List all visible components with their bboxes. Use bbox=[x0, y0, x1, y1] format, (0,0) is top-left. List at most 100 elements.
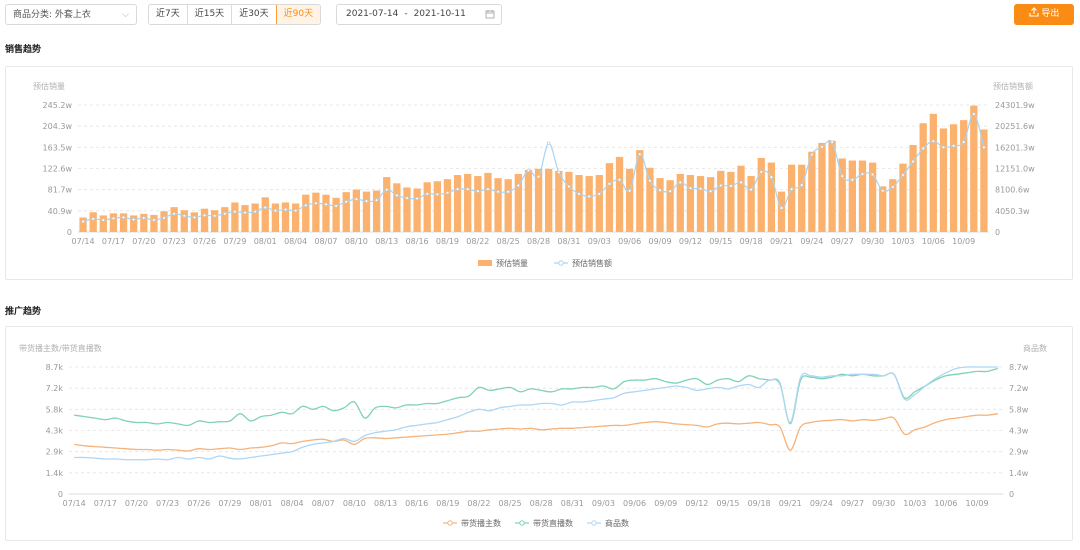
series-point bbox=[385, 188, 389, 192]
category-select[interactable]: 商品分类: 外套上衣 ⌵ bbox=[5, 4, 137, 25]
legend-marker bbox=[447, 520, 453, 526]
series-point bbox=[162, 216, 166, 220]
bar bbox=[686, 175, 695, 232]
series-point bbox=[132, 217, 136, 222]
series-point bbox=[820, 145, 824, 149]
bar bbox=[868, 162, 877, 232]
bar bbox=[322, 194, 330, 232]
bar bbox=[200, 208, 209, 232]
x-tick-label: 09/09 bbox=[648, 237, 671, 246]
bar bbox=[575, 175, 583, 232]
legend-label: 商品数 bbox=[605, 518, 629, 528]
series-line bbox=[74, 413, 998, 452]
x-tick-label: 09/27 bbox=[841, 499, 864, 508]
bar bbox=[656, 178, 664, 232]
bar bbox=[615, 156, 624, 232]
period-7d-button[interactable]: 近7天 bbox=[149, 5, 188, 24]
legend-label: 预估销量 bbox=[496, 258, 528, 268]
x-tick-label: 07/29 bbox=[223, 237, 246, 246]
date-range-picker[interactable]: 2021-07-14-2021-10-11 bbox=[336, 4, 502, 25]
series-point bbox=[344, 200, 348, 204]
series-point bbox=[951, 144, 956, 148]
x-tick-label: 08/13 bbox=[374, 499, 397, 508]
series-point bbox=[263, 205, 267, 210]
series-point bbox=[202, 213, 207, 217]
series-point bbox=[486, 187, 490, 191]
bar bbox=[302, 194, 310, 232]
series-point bbox=[638, 152, 642, 156]
x-tick-label: 09/30 bbox=[872, 499, 895, 508]
series-point bbox=[577, 192, 581, 196]
promo-chart-card: 带货播主数/带货直播数 商品数 0 0 1.4k 1.4w 2.9k 2.9w 4.3k 4.3w… bbox=[5, 326, 1073, 541]
x-tick-label: 07/20 bbox=[132, 237, 155, 246]
bar bbox=[524, 169, 533, 232]
bar bbox=[757, 157, 765, 232]
series-point bbox=[455, 187, 460, 191]
x-tick-label: 08/31 bbox=[557, 237, 580, 246]
bar bbox=[889, 179, 897, 232]
bar bbox=[79, 217, 87, 232]
y-right-tick-label: 16201.3w bbox=[995, 143, 1035, 152]
series-point bbox=[891, 185, 895, 189]
period-15d-button[interactable]: 近15天 bbox=[187, 5, 233, 24]
series-point bbox=[213, 214, 217, 218]
series-point bbox=[860, 172, 865, 176]
legend-label: 带货播主数 bbox=[461, 518, 501, 528]
y-right-tick-label: 0 bbox=[1009, 490, 1014, 499]
period-segmented-control: 近7天 近15天 近30天 近90天 bbox=[148, 4, 322, 25]
series-point bbox=[790, 187, 794, 191]
bar bbox=[838, 158, 846, 232]
series-point bbox=[810, 153, 814, 157]
x-tick-label: 09/12 bbox=[685, 499, 708, 508]
series-point bbox=[354, 197, 358, 201]
series-point bbox=[314, 201, 318, 205]
series-point bbox=[587, 194, 591, 199]
x-tick-label: 08/25 bbox=[499, 499, 522, 508]
x-tick-label: 10/03 bbox=[891, 237, 914, 246]
x-tick-label: 09/30 bbox=[861, 237, 884, 246]
x-tick-label: 09/24 bbox=[810, 499, 833, 508]
series-point bbox=[364, 199, 369, 203]
legend-marker bbox=[591, 520, 597, 526]
x-tick-label: 07/29 bbox=[218, 499, 241, 508]
y-right-tick-label: 7.2w bbox=[1009, 384, 1029, 393]
series-point bbox=[121, 215, 126, 219]
y-right-tick-label: 12151.0w bbox=[995, 165, 1035, 174]
x-tick-label: 07/23 bbox=[163, 237, 186, 246]
bar bbox=[433, 181, 441, 232]
bar bbox=[180, 210, 188, 232]
series-point bbox=[709, 189, 713, 193]
bar bbox=[676, 173, 684, 232]
period-90d-button[interactable]: 近90天 bbox=[275, 5, 321, 24]
bar bbox=[666, 180, 674, 232]
series-point bbox=[972, 112, 976, 116]
x-tick-label: 07/14 bbox=[72, 237, 95, 246]
x-tick-label: 08/13 bbox=[375, 237, 398, 246]
y-left-tick-label: 4.3k bbox=[46, 427, 64, 436]
x-tick-label: 10/06 bbox=[934, 499, 957, 508]
bar bbox=[899, 163, 907, 232]
bar bbox=[909, 144, 917, 232]
upload-icon bbox=[1028, 7, 1042, 19]
period-30d-button[interactable]: 近30天 bbox=[232, 5, 277, 24]
x-tick-label: 08/22 bbox=[467, 499, 490, 508]
bar bbox=[403, 187, 411, 232]
series-line bbox=[74, 367, 998, 427]
series-point bbox=[628, 189, 632, 193]
y-left-tick-label: 122.6w bbox=[43, 165, 73, 174]
x-tick-label: 10/03 bbox=[903, 499, 926, 508]
sales-section-title: 销售趋势 bbox=[5, 45, 42, 55]
bar bbox=[595, 175, 603, 232]
series-point bbox=[435, 192, 439, 196]
export-button[interactable]: 导出 bbox=[1014, 4, 1074, 25]
legend-label: 带货直播数 bbox=[533, 518, 573, 528]
x-tick-label: 08/10 bbox=[343, 499, 366, 508]
bar bbox=[980, 129, 988, 232]
series-point bbox=[779, 206, 784, 210]
x-tick-label: 08/07 bbox=[312, 499, 335, 508]
bar bbox=[706, 177, 715, 232]
series-point bbox=[597, 192, 601, 196]
y-right-axis-title: 预估销售额 bbox=[993, 81, 1033, 91]
